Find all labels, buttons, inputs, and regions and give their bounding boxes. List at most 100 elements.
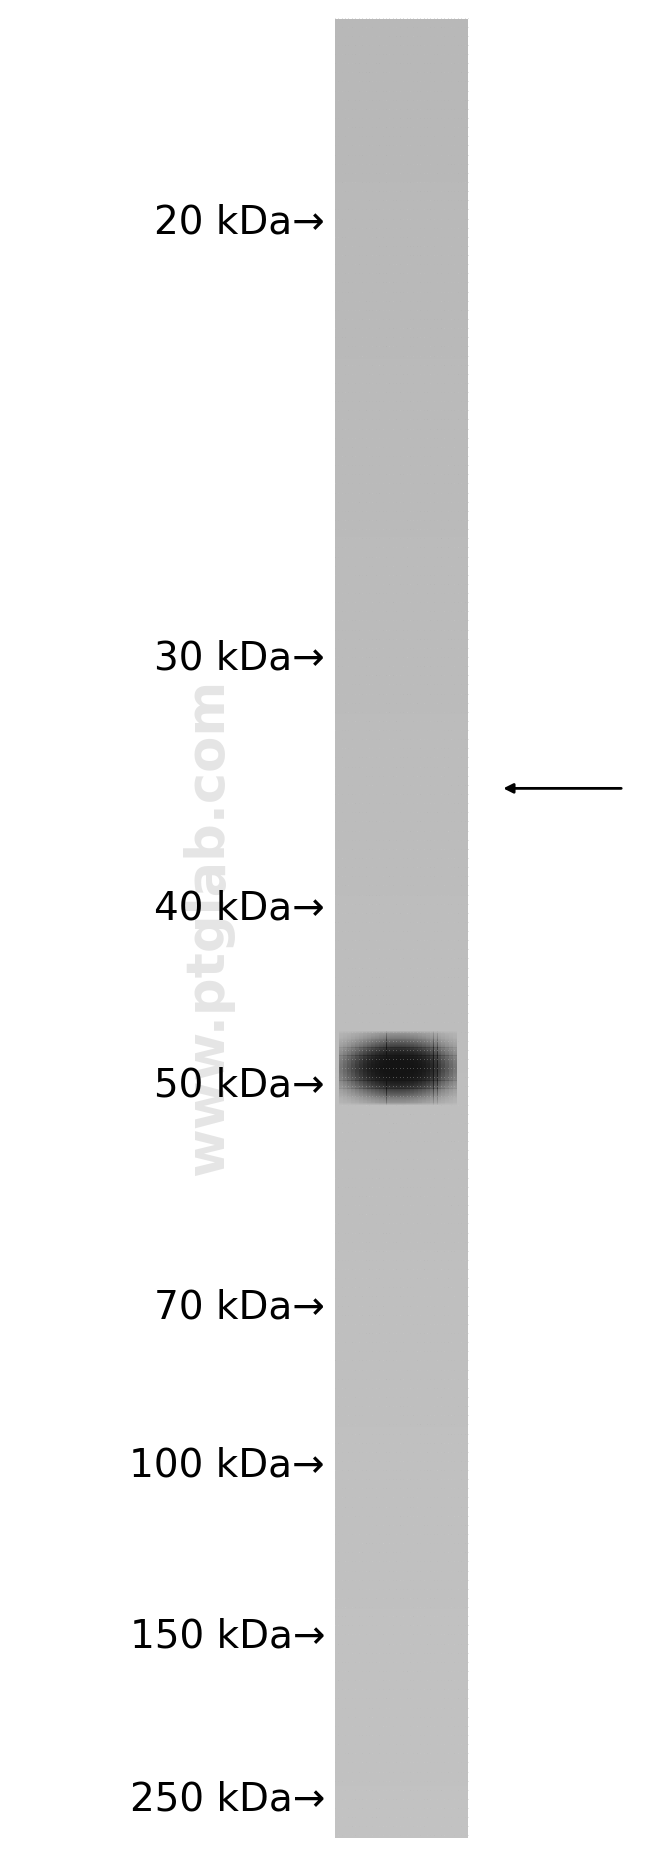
Bar xyxy=(441,1072,445,1076)
Bar xyxy=(430,1061,434,1065)
Bar xyxy=(355,1043,359,1044)
Bar xyxy=(382,1035,387,1037)
Bar xyxy=(335,1059,468,1065)
Bar xyxy=(395,1078,398,1080)
Bar xyxy=(363,1055,367,1059)
Bar xyxy=(351,1059,355,1063)
Bar xyxy=(351,1070,355,1074)
Bar xyxy=(363,1041,367,1044)
Bar xyxy=(355,1063,359,1065)
Bar xyxy=(437,1094,441,1098)
Bar xyxy=(335,213,468,221)
Bar xyxy=(398,1081,402,1083)
Bar xyxy=(367,1037,371,1041)
Bar xyxy=(445,1081,449,1083)
Bar xyxy=(445,1089,449,1091)
Bar xyxy=(398,1039,402,1041)
Bar xyxy=(343,1070,347,1072)
Bar xyxy=(367,1076,371,1078)
Bar xyxy=(437,1044,441,1046)
Bar xyxy=(422,1093,426,1094)
Bar xyxy=(335,1469,468,1475)
Bar xyxy=(426,1041,430,1044)
Bar xyxy=(367,1100,371,1104)
Bar xyxy=(339,1050,343,1052)
Bar xyxy=(363,1096,367,1100)
Bar xyxy=(426,1085,430,1087)
Bar xyxy=(335,1536,468,1543)
Bar xyxy=(386,1055,391,1057)
Bar xyxy=(386,1081,391,1085)
Bar xyxy=(359,1098,363,1100)
Bar xyxy=(370,1039,375,1041)
Bar xyxy=(445,1083,449,1085)
Bar xyxy=(402,1096,406,1100)
Bar xyxy=(395,1081,398,1083)
Bar xyxy=(406,1055,410,1057)
Bar xyxy=(355,1055,359,1059)
Bar xyxy=(449,1035,453,1039)
Bar xyxy=(449,1070,453,1074)
Bar xyxy=(430,1087,434,1089)
Bar xyxy=(441,1093,445,1094)
Bar xyxy=(351,1065,355,1067)
Bar xyxy=(422,1098,426,1102)
Bar xyxy=(430,1046,434,1050)
Bar xyxy=(370,1044,375,1046)
Bar xyxy=(386,1072,391,1074)
Bar xyxy=(378,1041,383,1044)
Bar xyxy=(355,1089,359,1093)
Bar xyxy=(430,1041,434,1044)
Bar xyxy=(382,1041,387,1043)
Bar xyxy=(426,1050,430,1054)
Bar xyxy=(437,1037,441,1041)
Bar xyxy=(437,1080,441,1083)
Bar xyxy=(359,1057,363,1061)
Bar xyxy=(367,1091,371,1094)
Bar xyxy=(406,1089,410,1091)
Bar xyxy=(335,1486,468,1493)
Bar xyxy=(445,1061,449,1065)
Bar xyxy=(351,1076,355,1078)
Bar xyxy=(386,1050,391,1054)
Bar xyxy=(363,1074,367,1076)
Bar xyxy=(347,1044,351,1048)
Bar xyxy=(398,1033,402,1037)
Bar xyxy=(418,1044,422,1048)
Bar xyxy=(363,1072,367,1074)
Bar xyxy=(367,1065,371,1068)
Bar xyxy=(430,1100,434,1104)
Bar xyxy=(370,1093,375,1096)
Bar xyxy=(406,1067,410,1068)
Bar xyxy=(359,1037,363,1039)
Bar xyxy=(382,1076,387,1078)
Bar xyxy=(410,1044,414,1046)
Bar xyxy=(343,1055,347,1059)
Bar xyxy=(410,1068,414,1072)
Bar xyxy=(382,1052,387,1054)
Bar xyxy=(426,1055,430,1057)
Bar xyxy=(370,1065,375,1067)
Bar xyxy=(343,1067,347,1070)
Bar xyxy=(382,1059,387,1063)
Bar xyxy=(395,1055,398,1059)
Bar xyxy=(335,523,468,529)
Bar xyxy=(426,1089,430,1093)
Bar xyxy=(402,1044,406,1046)
Bar xyxy=(335,592,468,597)
Bar xyxy=(434,1048,437,1050)
Bar xyxy=(370,1067,375,1070)
Bar xyxy=(374,1081,379,1083)
Bar xyxy=(453,1070,457,1072)
Bar xyxy=(437,1076,441,1080)
Bar xyxy=(410,1074,414,1076)
Bar xyxy=(367,1067,371,1070)
Bar xyxy=(382,1091,387,1094)
Bar xyxy=(430,1031,434,1035)
Bar xyxy=(414,1078,418,1080)
Bar xyxy=(378,1087,383,1091)
Bar xyxy=(437,1039,441,1043)
Bar xyxy=(363,1070,367,1072)
Bar xyxy=(437,1046,441,1048)
Bar xyxy=(449,1055,453,1057)
